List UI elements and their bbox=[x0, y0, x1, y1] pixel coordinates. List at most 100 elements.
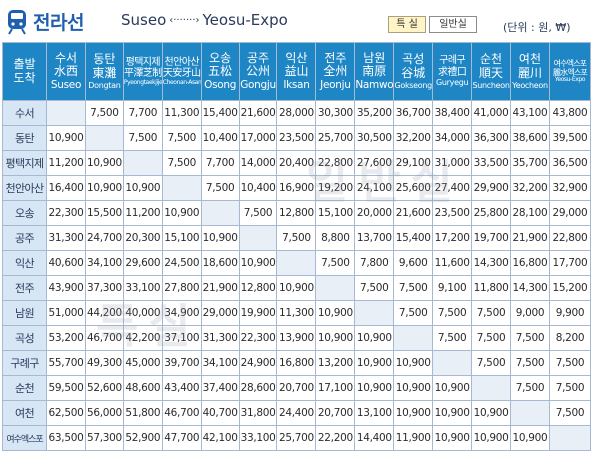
special-fare-cell: 15,400 bbox=[200, 100, 240, 126]
table-row: 여천 62,500 56,000 51,800 46,700 40,700 31,800 24… bbox=[1, 400, 592, 426]
column-header-en: Cheonan-Asan bbox=[162, 78, 202, 86]
special-fare-cell: 34,000 bbox=[432, 125, 473, 151]
normal-fare-cell: 16,400 bbox=[46, 175, 86, 201]
column-header-en: Dongtan bbox=[88, 80, 121, 90]
normal-fare-cell: 10,900 bbox=[432, 375, 473, 401]
normal-fare-cell: 19,900 bbox=[238, 300, 278, 326]
column-header-kr: 구례구 bbox=[439, 55, 466, 67]
row-station-label: 여천 bbox=[1, 400, 48, 426]
special-fare-cell: 43,100 bbox=[510, 100, 550, 126]
normal-fare-cell: 57,300 bbox=[84, 425, 124, 451]
special-fare-cell: 7,500 bbox=[238, 200, 278, 226]
fare-table: 출발 도착 수서 水西 Suseo 동탄 東灘 Dongtan 평택지제 平澤芝制 Pyeong… bbox=[1, 42, 592, 451]
special-fare-cell: 25,700 bbox=[315, 125, 356, 151]
table-row: 여수엑스포 63,500 57,300 52,900 47,700 42,100 33,10… bbox=[1, 425, 592, 451]
special-fare-cell: 12,800 bbox=[276, 200, 317, 226]
special-fare-cell: 7,500 bbox=[510, 375, 550, 401]
diagonal-cell bbox=[510, 400, 550, 426]
column-header-cn: 南原 bbox=[362, 64, 387, 79]
column-header-cheonan-asan: 천안아산 天安牙山 Cheonan-Asan bbox=[161, 42, 202, 101]
normal-fare-cell: 18,600 bbox=[200, 250, 240, 276]
special-fare-cell: 7,500 bbox=[393, 275, 434, 301]
normal-fare-cell: 15,100 bbox=[161, 225, 202, 251]
row-station-label: 오송 bbox=[1, 200, 48, 226]
special-fare-cell: 32,200 bbox=[393, 125, 434, 151]
diagonal-cell bbox=[354, 300, 395, 326]
column-header-cn: 五松 bbox=[208, 64, 233, 79]
column-header-kr: 전주 bbox=[324, 50, 347, 65]
special-fare-cell: 7,500 bbox=[161, 125, 202, 151]
column-header-osong: 오송 五松 Osong bbox=[200, 42, 240, 101]
special-fare-cell: 27,400 bbox=[432, 175, 473, 201]
normal-fare-cell: 37,300 bbox=[84, 275, 124, 301]
table-row: 오송 22,300 15,500 11,200 10,900 7,500 12,800 15,… bbox=[1, 200, 592, 226]
row-station-label: 순천 bbox=[1, 375, 48, 401]
normal-fare-cell: 47,700 bbox=[161, 425, 202, 451]
column-header-en: Osong bbox=[204, 79, 237, 92]
diagonal-cell bbox=[238, 225, 278, 251]
column-header-kr: 오송 bbox=[209, 50, 232, 65]
table-row: 전주 43,900 37,300 33,100 27,800 21,900 12,800 10… bbox=[1, 275, 592, 301]
special-fare-cell: 41,000 bbox=[471, 100, 512, 126]
column-header-cn: 谷城 bbox=[401, 65, 426, 80]
special-fare-cell: 8,800 bbox=[315, 225, 356, 251]
diagonal-cell bbox=[432, 350, 473, 376]
diagonal-cell bbox=[548, 425, 592, 451]
column-header-suseo: 수서 水西 Suseo bbox=[46, 42, 86, 101]
special-fare-cell: 24,100 bbox=[354, 175, 395, 201]
normal-fare-cell: 10,900 bbox=[84, 150, 124, 176]
special-fare-cell: 43,800 bbox=[548, 100, 592, 126]
normal-fare-cell: 10,900 bbox=[354, 375, 395, 401]
normal-fare-cell: 34,100 bbox=[200, 350, 240, 376]
route-label: Suseo ‹·······› Yeosu-Expo bbox=[121, 11, 288, 29]
column-header-yeosu-expo: 여수엑스포 麗水엑스포 Yeosu-Expo bbox=[548, 42, 592, 101]
column-header-en: Gokseong bbox=[394, 80, 432, 90]
special-fare-cell: 28,000 bbox=[276, 100, 317, 126]
special-fare-cell: 15,400 bbox=[393, 225, 434, 251]
normal-fare-cell: 14,400 bbox=[354, 425, 395, 451]
diagonal-cell bbox=[276, 250, 317, 276]
diagonal-cell bbox=[161, 175, 202, 201]
special-fare-cell: 22,800 bbox=[548, 225, 592, 251]
normal-fare-cell: 10,900 bbox=[354, 350, 395, 376]
special-fare-cell: 14,000 bbox=[238, 150, 278, 176]
normal-fare-cell: 20,700 bbox=[276, 375, 317, 401]
special-fare-cell: 7,500 bbox=[471, 350, 512, 376]
normal-fare-cell: 10,900 bbox=[432, 425, 473, 451]
special-fare-cell: 14,300 bbox=[510, 275, 550, 301]
row-station-label: 평택지제 bbox=[1, 150, 48, 176]
special-fare-cell: 36,700 bbox=[393, 100, 434, 126]
normal-fare-cell: 48,600 bbox=[122, 375, 163, 401]
normal-fare-cell: 45,000 bbox=[122, 350, 163, 376]
special-fare-cell: 7,500 bbox=[393, 300, 434, 326]
normal-fare-cell: 63,500 bbox=[46, 425, 86, 451]
normal-fare-cell: 42,100 bbox=[200, 425, 240, 451]
normal-fare-cell: 11,200 bbox=[122, 200, 163, 226]
currency-unit: (단위 : 원, ₩) bbox=[503, 21, 571, 34]
column-header-kr: 동탄 bbox=[93, 52, 116, 67]
special-fare-cell: 30,300 bbox=[315, 100, 356, 126]
special-fare-cell: 7,500 bbox=[510, 350, 550, 376]
column-header-cn: 公州 bbox=[246, 64, 271, 79]
column-header-cn: 平澤芝制 bbox=[124, 68, 162, 80]
row-station-label: 익산 bbox=[1, 250, 48, 276]
column-header-kr: 여수엑스포 bbox=[553, 58, 588, 68]
special-fare-cell: 7,500 bbox=[548, 375, 592, 401]
normal-fare-cell: 29,600 bbox=[122, 250, 163, 276]
column-header-en: Gongju bbox=[240, 79, 276, 92]
column-header-gokseong: 곡성 谷城 Gokseong bbox=[393, 42, 434, 101]
special-fare-cell: 11,600 bbox=[432, 250, 473, 276]
special-fare-cell: 16,900 bbox=[276, 175, 317, 201]
column-header-cn: 益山 bbox=[284, 64, 309, 79]
table-row: 곡성 53,200 46,700 42,200 37,100 31,300 22,300 13… bbox=[1, 325, 592, 351]
table-row: 평택지제 11,200 10,900 7,500 7,700 14,000 20,400 22… bbox=[1, 150, 592, 176]
normal-fare-cell: 11,900 bbox=[393, 425, 434, 451]
normal-fare-cell: 10,900 bbox=[432, 400, 473, 426]
special-fare-cell: 7,500 bbox=[548, 400, 592, 426]
table-row: 구례구 55,700 49,300 45,000 39,700 34,100 24,900 1… bbox=[1, 350, 592, 376]
special-fare-cell: 7,700 bbox=[200, 150, 240, 176]
column-header-kr: 평택지제 bbox=[125, 56, 161, 68]
special-fare-cell: 14,300 bbox=[471, 250, 512, 276]
normal-fare-cell: 10,900 bbox=[393, 375, 434, 401]
column-header-cn: 東灘 bbox=[92, 65, 117, 80]
